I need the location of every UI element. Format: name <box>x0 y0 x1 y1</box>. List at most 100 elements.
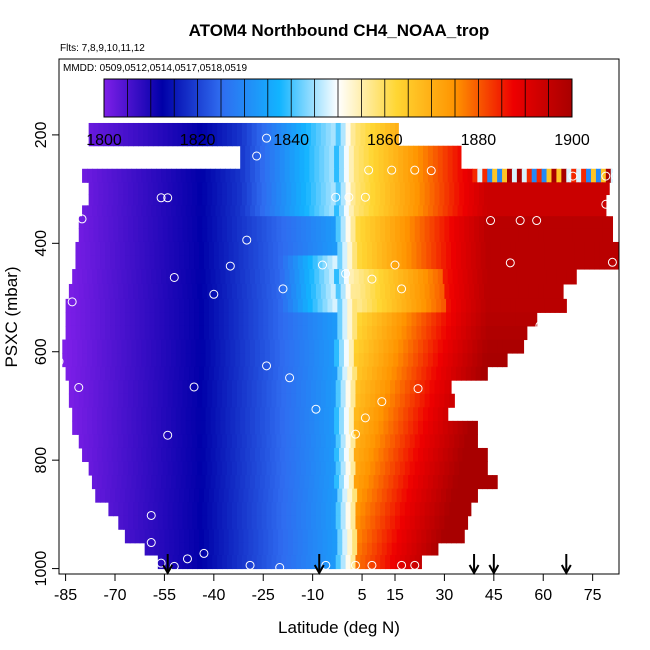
heatmap-cell <box>123 228 129 243</box>
heatmap-cell <box>414 228 421 243</box>
colorbar-ticks: 1800 1820 1840 1860 1880 1900 <box>86 79 590 149</box>
heatmap-cell <box>371 542 378 556</box>
heatmap-cell <box>297 241 304 257</box>
heatmap-cell <box>161 447 167 463</box>
heatmap-cell <box>482 353 488 368</box>
heatmap-cell <box>243 529 250 544</box>
heatmap-cell <box>572 182 579 196</box>
heatmap-cell <box>103 283 110 300</box>
heatmap-cell <box>212 393 218 408</box>
heatmap-cell <box>91 168 98 183</box>
heatmap-cell <box>151 447 157 463</box>
heatmap-cell <box>409 515 416 530</box>
heatmap-cell <box>355 182 362 196</box>
heatmap-cell <box>317 488 324 503</box>
heatmap-cell <box>451 312 457 327</box>
heatmap-cell <box>103 228 110 243</box>
heatmap-cell <box>311 393 317 408</box>
heatmap-cell <box>324 420 330 435</box>
heatmap-cell <box>236 434 243 449</box>
heatmap-cell <box>208 542 215 556</box>
heatmap-cell <box>404 502 411 517</box>
heatmap-cell <box>146 420 152 435</box>
heatmap-cell <box>233 325 240 341</box>
heatmap-cell <box>169 241 175 257</box>
heatmap-cell <box>363 353 370 368</box>
heatmap-cell <box>278 488 284 503</box>
heatmap-cell <box>325 283 332 300</box>
heatmap-cell <box>179 255 185 270</box>
heatmap-cell <box>350 434 357 449</box>
heatmap-cell <box>459 515 465 530</box>
heatmap-cell <box>273 255 279 270</box>
heatmap-cell <box>386 366 393 381</box>
heatmap-cell <box>136 168 142 183</box>
heatmap-cell <box>322 325 329 341</box>
heatmap-cell <box>543 283 549 300</box>
heatmap-cell <box>225 447 231 463</box>
heatmap-cell <box>189 542 195 556</box>
heatmap-cell <box>101 168 108 183</box>
heatmap-cell <box>190 447 197 463</box>
heatmap-cell <box>281 194 287 206</box>
y-tick-label: 800 <box>33 447 50 474</box>
heatmap-cell <box>329 145 335 170</box>
heatmap-cell <box>383 168 390 183</box>
heatmap-cell <box>235 168 241 183</box>
heatmap-cell <box>574 255 581 270</box>
heatmap-cell <box>222 194 228 206</box>
observation-point <box>252 151 262 161</box>
heatmap-cell <box>106 475 113 490</box>
heatmap-cell <box>279 420 286 435</box>
heatmap-cell <box>164 298 170 313</box>
heatmap-cell <box>133 228 139 243</box>
heatmap-cell <box>329 269 335 285</box>
heatmap-cell <box>169 542 175 556</box>
heatmap-cell <box>432 407 439 422</box>
heatmap-cell <box>339 339 345 354</box>
heatmap-cell <box>353 353 360 368</box>
heatmap-cell <box>231 502 238 517</box>
heatmap-cell <box>563 182 569 196</box>
heatmap-cell <box>261 434 268 449</box>
heatmap-cell <box>85 241 91 257</box>
heatmap-cell <box>373 145 380 170</box>
heatmap-cell <box>523 182 530 196</box>
heatmap-cell <box>398 168 404 183</box>
heatmap-cell <box>212 182 218 196</box>
heatmap-cell <box>526 168 533 183</box>
heatmap-cell <box>401 488 408 503</box>
heatmap-cell <box>157 283 164 300</box>
heatmap-cell <box>152 182 159 196</box>
heatmap-cell <box>276 380 282 395</box>
heatmap-cell <box>330 393 337 408</box>
heatmap-cell <box>299 475 306 490</box>
heatmap-cell <box>413 475 419 490</box>
heatmap-cell <box>348 205 355 217</box>
heatmap-cell <box>311 182 317 196</box>
heatmap-cell <box>246 461 253 476</box>
heatmap-cell <box>480 241 487 257</box>
heatmap-cell <box>141 475 147 490</box>
heatmap-cell <box>455 255 462 270</box>
heatmap-cell <box>431 529 437 544</box>
heatmap-cell <box>100 325 106 341</box>
heatmap-cell <box>470 298 477 313</box>
heatmap-cell <box>103 216 110 229</box>
heatmap-cell <box>164 542 170 556</box>
heatmap-cell <box>235 407 241 422</box>
heatmap-cell <box>218 488 225 503</box>
heatmap-cell <box>264 475 271 490</box>
heatmap-cell <box>250 205 256 217</box>
heatmap-cell <box>505 255 511 270</box>
heatmap-cell <box>347 298 353 313</box>
heatmap-cell <box>315 380 322 395</box>
heatmap-cell <box>162 380 169 395</box>
heatmap-cell <box>319 168 325 183</box>
heatmap-cell <box>98 393 105 408</box>
heatmap-cell <box>238 241 245 257</box>
heatmap-cell <box>577 216 584 229</box>
heatmap-cell <box>427 420 434 435</box>
heatmap-cell <box>253 241 259 257</box>
heatmap-cell <box>182 216 189 229</box>
